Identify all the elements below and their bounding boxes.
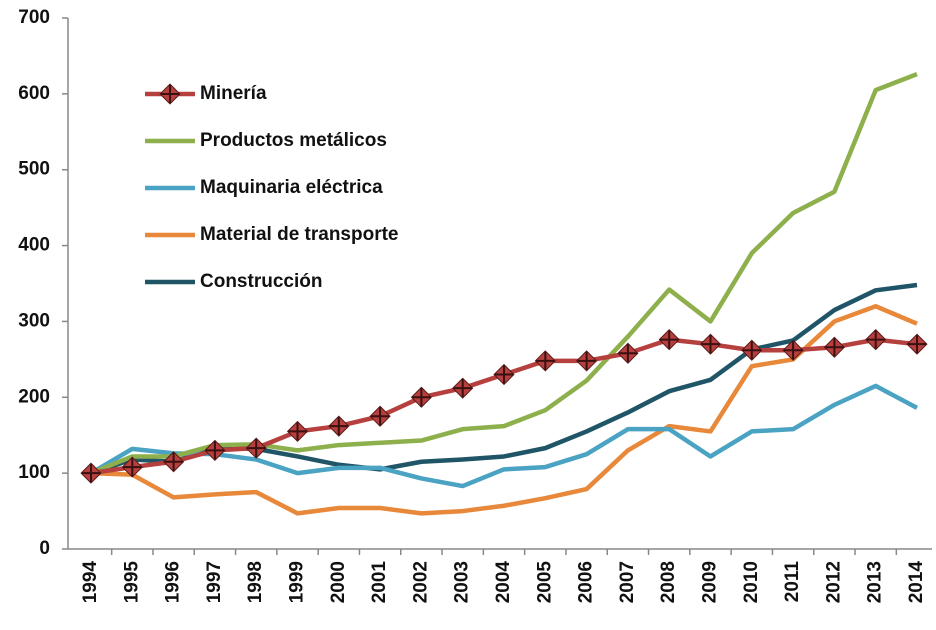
marker	[369, 405, 391, 427]
marker-cross	[371, 407, 390, 426]
marker-cross	[82, 464, 100, 483]
x-tick-label: 2002	[410, 561, 431, 603]
marker-cross	[495, 365, 513, 384]
x-tick-label: 1995	[121, 561, 142, 604]
marker-cross	[784, 341, 803, 360]
x-tick-label: 2009	[700, 561, 721, 603]
x-tick-label: 2006	[576, 561, 597, 603]
marker	[823, 336, 846, 358]
legend-label: Material de transporte	[200, 224, 399, 245]
legend-label: Maquinaria eléctrica	[200, 177, 383, 198]
y-tick-label: 300	[18, 310, 50, 331]
marker-cross	[412, 388, 431, 407]
x-tick-label: 2010	[741, 561, 762, 603]
marker	[575, 350, 598, 372]
x-tick-label: 1996	[163, 561, 184, 603]
legend-label: Productos metálicos	[200, 130, 387, 151]
marker-cross	[701, 335, 720, 354]
marker	[699, 333, 722, 355]
y-tick-label: 100	[18, 462, 50, 483]
x-tick-label: 2011	[782, 561, 803, 603]
x-tick-label: 2008	[658, 561, 679, 603]
y-tick-label: 0	[39, 538, 50, 559]
marker-cross	[161, 85, 179, 103]
marker-cross	[825, 338, 844, 357]
y-tick-label: 500	[18, 159, 50, 180]
x-tick-label: 2014	[906, 561, 927, 604]
y-tick-label: 200	[18, 386, 50, 407]
marker-cross	[329, 417, 348, 436]
marker-cross	[742, 341, 761, 360]
x-tick-label: 2000	[328, 561, 349, 603]
series-line	[90, 72, 918, 476]
marker	[452, 377, 474, 399]
series-line	[90, 304, 918, 516]
marker	[159, 83, 181, 105]
x-tick-label: 2004	[493, 561, 514, 604]
marker-cross	[866, 330, 885, 349]
marker-cross	[164, 452, 183, 471]
marker-cross	[577, 351, 596, 370]
x-tick-label: 2003	[452, 561, 473, 603]
marker	[245, 437, 267, 459]
x-tick-label: 1994	[80, 561, 101, 604]
marker	[204, 439, 226, 461]
marker-cross	[618, 344, 637, 363]
marker-cross	[288, 422, 307, 441]
marker	[741, 339, 763, 361]
marker	[906, 333, 928, 355]
marker-cross	[205, 441, 224, 460]
x-tick-label: 1998	[245, 561, 266, 603]
marker	[328, 415, 350, 437]
marker	[782, 339, 804, 361]
marker	[286, 420, 309, 443]
x-tick-label: 2005	[534, 561, 555, 604]
marker	[534, 350, 556, 372]
marker	[121, 456, 143, 478]
marker-cross	[453, 379, 472, 398]
x-tick-label: 1997	[204, 561, 225, 603]
marker	[617, 342, 639, 364]
x-tick-label: 2013	[865, 561, 886, 603]
marker-cross	[123, 458, 142, 477]
x-tick-label: 2012	[823, 561, 844, 603]
y-tick-label: 700	[18, 7, 50, 28]
series-line	[89, 383, 919, 489]
y-tick-label: 600	[18, 83, 50, 104]
marker-cross	[247, 439, 266, 458]
x-tick-label: 2001	[369, 561, 390, 604]
marker	[865, 329, 887, 351]
y-tick-label: 400	[18, 235, 50, 256]
marker	[658, 329, 680, 351]
marker	[410, 386, 433, 408]
marker-cross	[660, 330, 679, 349]
x-tick-label: 2007	[617, 561, 638, 603]
legend-label: Construcción	[200, 271, 322, 292]
marker	[80, 462, 102, 484]
legend-label: Minería	[200, 83, 267, 104]
marker-cross	[536, 351, 555, 370]
marker-cross	[908, 335, 926, 354]
marker	[162, 451, 185, 473]
marker	[493, 363, 515, 386]
x-tick-label: 1999	[287, 561, 308, 603]
